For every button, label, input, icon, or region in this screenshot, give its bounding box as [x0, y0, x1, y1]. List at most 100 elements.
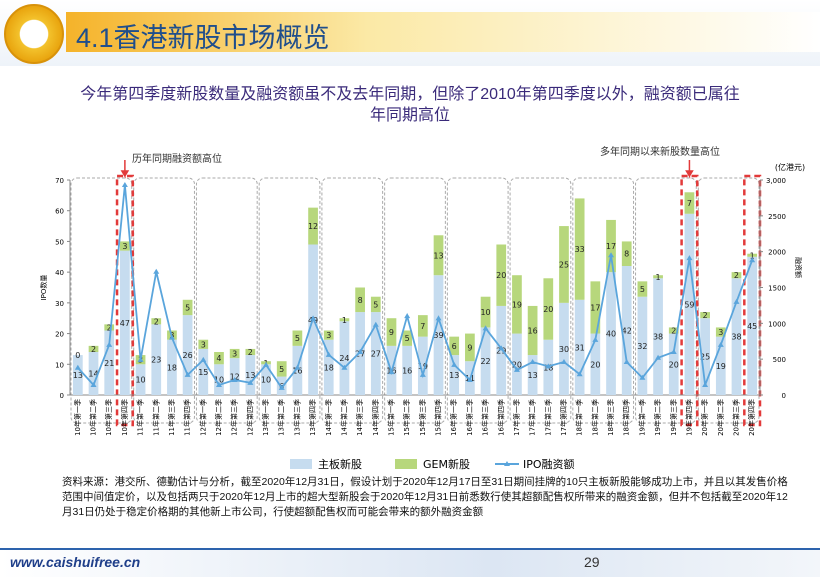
gem-label: 2: [703, 311, 708, 320]
x-tick-label: 18年第三季: [606, 399, 615, 436]
main-board-label: 16: [402, 366, 412, 375]
main-board-bar: [527, 355, 538, 395]
y-tick-label: 30: [55, 300, 64, 308]
y-tick-label: 50: [55, 238, 64, 246]
main-board-bar: [606, 272, 616, 395]
gem-label: 2: [248, 348, 253, 357]
ipo-funds-marker: [388, 369, 395, 375]
ipo-funds-marker: [168, 334, 175, 340]
gem-bar: [214, 352, 224, 365]
gem-label: 20: [543, 305, 553, 314]
ipo-funds-marker: [200, 356, 207, 362]
x-tick-label: 20年第二季: [716, 399, 725, 436]
gem-label: 25: [559, 260, 569, 269]
main-board-bar: [700, 318, 710, 395]
main-board-label: 19: [418, 362, 428, 371]
x-tick-label: 16年第三季: [481, 399, 490, 436]
main-board-bar: [88, 352, 99, 395]
gem-label: 1: [342, 316, 347, 325]
main-board-label: 40: [606, 330, 616, 339]
x-tick-label: 11年第一季: [136, 399, 145, 436]
main-board-label: 24: [339, 354, 349, 363]
x-tick-label: 19年第二季: [653, 399, 662, 436]
annotation-arrow: [120, 160, 130, 179]
gem-bar: [308, 207, 318, 245]
y2-tick-label: 1500: [768, 285, 786, 293]
gem-bar: [339, 318, 350, 322]
main-board-bar: [292, 345, 303, 395]
gem-bar: [355, 287, 365, 313]
ipo-funds-marker: [294, 364, 301, 370]
ipo-funds-marker: [372, 321, 379, 327]
main-board-label: 23: [151, 356, 161, 365]
x-tick-label: 18年第一季: [575, 399, 584, 436]
x-tick-label: 16年第一季: [449, 399, 458, 436]
logo: [4, 4, 64, 64]
y2-unit: (亿港元): [775, 162, 805, 172]
x-tick-label: 16年第二季: [465, 399, 474, 436]
x-tick-label: 14年第一季: [324, 399, 333, 436]
x-tick-label: 15年第一季: [386, 399, 395, 436]
ipo-funds-marker: [137, 356, 144, 362]
main-board-bar: [574, 299, 585, 395]
gem-label: 16: [528, 327, 538, 336]
gem-bar: [465, 333, 475, 362]
ipo-funds-marker: [231, 376, 238, 382]
ipo-funds-marker: [670, 349, 677, 354]
x-tick-label: 11年第二季: [151, 399, 160, 436]
gem-label: 17: [590, 303, 600, 312]
main-board-label: 13: [528, 371, 538, 380]
main-board-label: 26: [183, 351, 193, 360]
gem-label: 8: [358, 296, 363, 305]
gem-label: 3: [326, 331, 331, 340]
gem-bar: [292, 330, 303, 346]
gem-label: 4: [216, 354, 221, 363]
gem-bar: [527, 305, 538, 356]
gem-bar: [417, 315, 428, 337]
x-tick-label: 12年第二季: [214, 399, 223, 436]
main-board-bar: [512, 333, 522, 395]
gem-bar: [574, 198, 585, 300]
main-board-label: 27: [355, 350, 365, 359]
gem-label: 5: [185, 303, 190, 312]
gem-label: 5: [279, 365, 284, 374]
main-board-label: 31: [575, 343, 585, 352]
main-board-bar: [339, 321, 350, 395]
main-board-bar: [449, 355, 460, 395]
x-tick-label: 12年第一季: [198, 399, 207, 436]
main-board-label: 10: [214, 376, 224, 385]
x-tick-label: 13年第四季: [308, 399, 317, 436]
x-tick-label: 13年第二季: [277, 399, 286, 436]
ipo-funds-marker: [498, 345, 505, 351]
ipo-funds-marker: [655, 354, 662, 360]
gem-label: 19: [512, 300, 522, 309]
gem-bar: [621, 241, 632, 266]
y-tick-label: 60: [55, 208, 64, 216]
main-board-label: 14: [88, 370, 98, 379]
main-board-label: 25: [700, 353, 710, 362]
gem-label: 20: [496, 271, 506, 280]
main-board-label: 20: [669, 360, 679, 369]
x-tick-label: 20年第四季: [747, 399, 756, 436]
ipo-funds-marker: [733, 298, 740, 304]
ipo-funds-marker: [419, 371, 426, 377]
main-board-bar: [668, 333, 679, 395]
legend-swatch: [395, 459, 417, 469]
gem-bar: [370, 296, 381, 313]
main-board-label: 13: [449, 371, 459, 380]
gem-label: 5: [640, 285, 645, 294]
gem-bar: [449, 336, 460, 356]
ipo-funds-marker: [639, 374, 646, 380]
gem-label: 0: [75, 351, 80, 360]
main-board-bar: [480, 327, 491, 395]
gem-bar: [653, 275, 663, 279]
main-board-bar: [715, 336, 726, 395]
main-board-label: 10: [261, 376, 271, 385]
main-board-label: 22: [480, 357, 490, 366]
main-board-label: 16: [292, 366, 302, 375]
gem-bar: [276, 361, 287, 377]
gem-bar: [700, 312, 710, 319]
x-tick-label: 14年第二季: [339, 399, 348, 436]
main-board-label: 38: [731, 333, 741, 342]
gem-bar: [229, 348, 240, 359]
